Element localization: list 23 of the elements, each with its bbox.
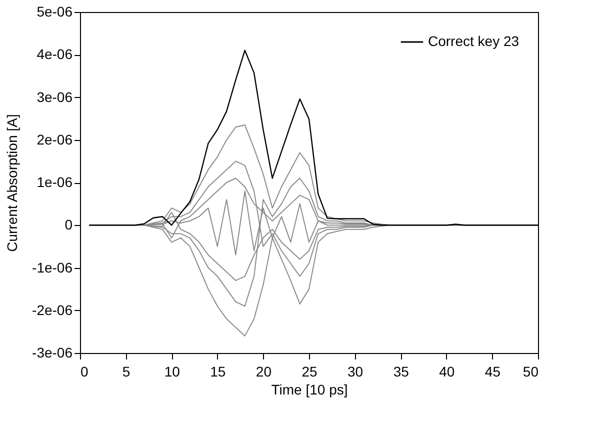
x-tick-label: 50 bbox=[522, 364, 539, 380]
y-tick-label: 1e-06 bbox=[36, 174, 73, 190]
y-tick-label: 4e-06 bbox=[36, 46, 73, 62]
y-tick-label: -2e-06 bbox=[32, 302, 73, 318]
y-axis-title: Current Absorption [A] bbox=[4, 114, 20, 252]
x-tick-label: 30 bbox=[348, 364, 364, 380]
legend-label: Correct key 23 bbox=[428, 33, 520, 49]
x-tick-label: 25 bbox=[302, 364, 318, 380]
y-tick-label: -1e-06 bbox=[32, 259, 73, 276]
y-tick-label: 2e-06 bbox=[36, 131, 73, 148]
x-tick-label: 0 bbox=[80, 364, 88, 380]
x-tick-label: 20 bbox=[256, 364, 272, 380]
x-tick-label: 5 bbox=[122, 364, 130, 380]
y-tick-label: -3e-06 bbox=[32, 344, 73, 360]
x-tick-label: 40 bbox=[439, 364, 455, 380]
y-tick-label: 5e-06 bbox=[36, 4, 73, 20]
x-tick-label: 35 bbox=[393, 364, 410, 380]
y-tick-label: 3e-06 bbox=[36, 88, 73, 105]
x-axis-title: Time [10 ps] bbox=[271, 382, 348, 398]
x-tick-label: 15 bbox=[210, 364, 226, 380]
x-tick-label: 45 bbox=[484, 364, 501, 380]
x-tick-label: 10 bbox=[164, 364, 180, 380]
y-tick-label: 0 bbox=[64, 216, 73, 233]
